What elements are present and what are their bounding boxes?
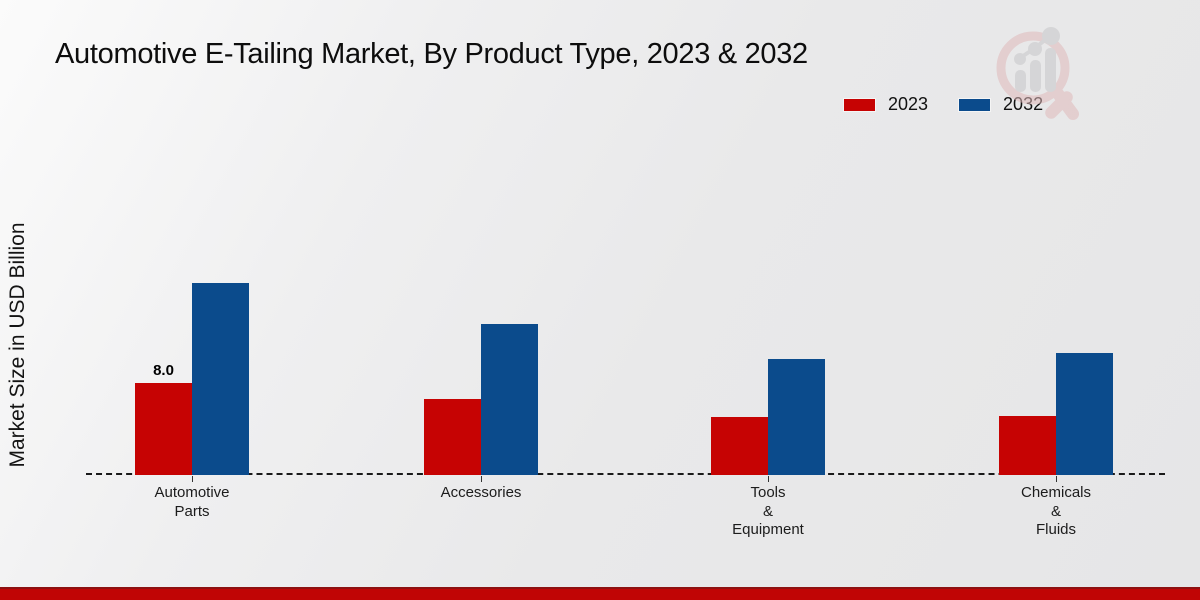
magnifier-bar-chart-logo-icon xyxy=(996,27,1079,120)
bar-2023-tools-equipment xyxy=(711,417,768,475)
bar-2023-automotive-parts xyxy=(135,383,192,475)
x-axis-tick xyxy=(481,476,482,482)
category-label-automotive-parts: Automotive Parts xyxy=(154,484,230,520)
bar-2023-accessories xyxy=(424,399,481,475)
value-label-2023-automotive-parts: 8.0 xyxy=(153,362,174,379)
bar-2023-chemicals-fluids xyxy=(999,416,1056,475)
category-label-chemicals-fluids: Chemicals & Fluids xyxy=(1020,484,1092,538)
legend-label-2023: 2023 xyxy=(888,94,929,114)
legend-swatch-2023-icon xyxy=(843,97,876,112)
x-axis-baseline xyxy=(86,473,1165,475)
bar-2032-accessories xyxy=(481,324,538,475)
x-axis-tick xyxy=(192,476,193,482)
category-label-accessories: Accessories xyxy=(440,484,522,501)
x-axis-tick xyxy=(768,476,769,482)
bar-2032-automotive-parts xyxy=(192,283,249,475)
bar-2032-tools-equipment xyxy=(768,359,825,475)
bar-2032-chemicals-fluids xyxy=(1056,353,1113,475)
legend-item-2023: 2023 xyxy=(843,94,928,115)
x-axis-tick xyxy=(1056,476,1057,482)
chart-title: Automotive E-Tailing Market, By Product … xyxy=(55,38,808,70)
category-label-tools-equipment: Tools & Equipment xyxy=(732,484,804,538)
legend-swatch-2032-icon xyxy=(958,97,992,112)
bottom-red-band xyxy=(0,587,1200,600)
y-axis-label: Market Size in USD Billion xyxy=(6,222,29,468)
